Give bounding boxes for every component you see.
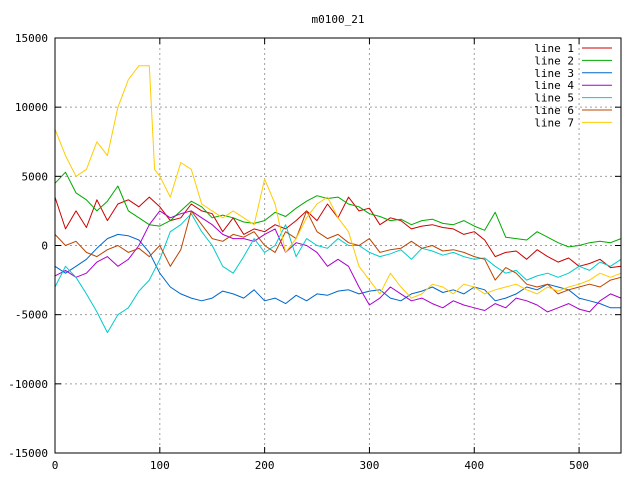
x-tick-label: 300 bbox=[360, 459, 380, 472]
series-line-5 bbox=[54, 213, 622, 334]
y-tick-label: -15000 bbox=[8, 447, 48, 460]
y-tick-label: 5000 bbox=[22, 170, 49, 183]
series-line-4 bbox=[54, 210, 622, 313]
series-group bbox=[54, 65, 622, 334]
x-tick-label: 400 bbox=[464, 459, 484, 472]
x-tick-label: 500 bbox=[569, 459, 589, 472]
y-tick-label: 10000 bbox=[15, 101, 48, 114]
series-line-2 bbox=[54, 171, 622, 248]
legend-label-7: line 7 bbox=[534, 116, 574, 129]
y-tick-label: 0 bbox=[41, 240, 48, 253]
x-tick-label: 200 bbox=[255, 459, 275, 472]
x-tick-label: 100 bbox=[150, 459, 170, 472]
legend-label-6: line 6 bbox=[534, 104, 574, 117]
x-tick-label: 0 bbox=[52, 459, 59, 472]
chart-title: m0100_21 bbox=[312, 13, 365, 26]
grid bbox=[55, 38, 621, 453]
axis-ticks: 0 100 200 300 400 500 -15000 -10000 -5000 0 5000 10… bbox=[8, 32, 621, 472]
legend-label-2: line 2 bbox=[534, 54, 574, 67]
series-line-7 bbox=[54, 65, 622, 299]
legend-label-5: line 5 bbox=[534, 92, 574, 105]
series-line-3 bbox=[54, 233, 621, 309]
y-tick-label: -5000 bbox=[15, 309, 48, 322]
y-tick-label: 15000 bbox=[15, 32, 48, 45]
y-tick-label: -10000 bbox=[8, 378, 48, 391]
legend-label-1: line 1 bbox=[534, 42, 574, 55]
series-line-6 bbox=[54, 210, 622, 295]
legend-label-3: line 3 bbox=[534, 67, 574, 80]
legend-label-4: line 4 bbox=[534, 79, 574, 92]
